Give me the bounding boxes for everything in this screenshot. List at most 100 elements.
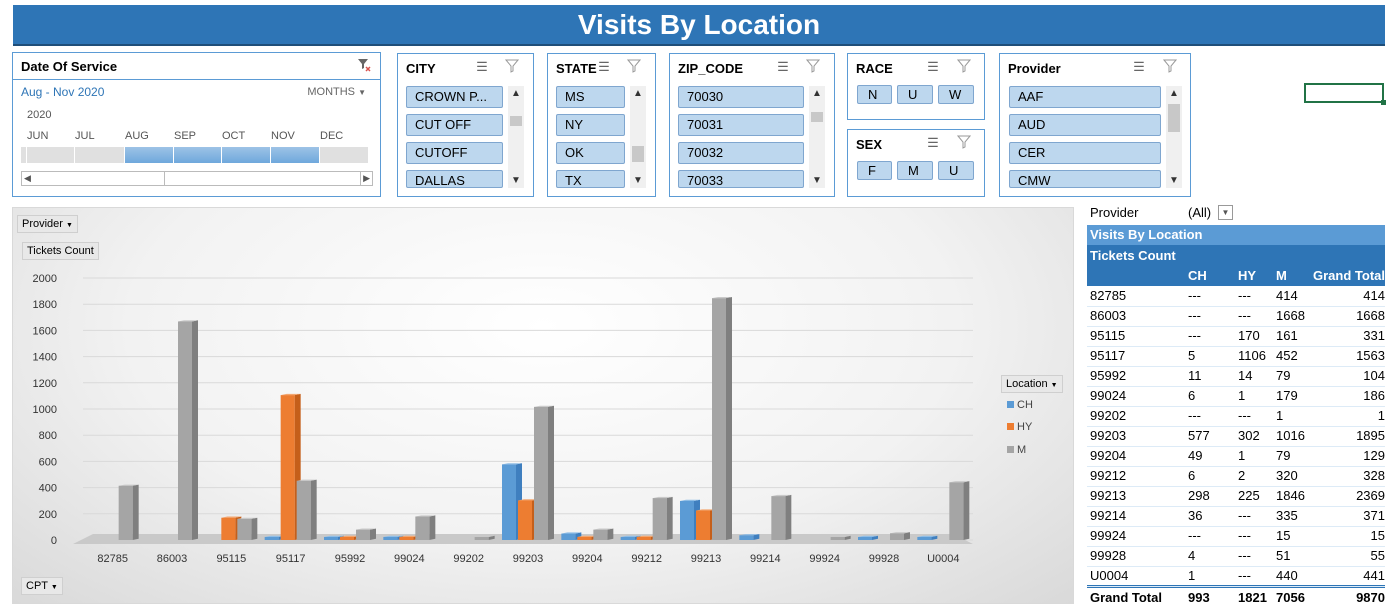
slicer-scrollbar[interactable]: ▲ ▼ (809, 86, 825, 188)
slicer-item[interactable]: U (938, 161, 974, 180)
scroll-up-icon[interactable]: ▲ (511, 88, 521, 99)
scroll-up-icon[interactable]: ▲ (812, 88, 822, 99)
slicer-item[interactable]: CUT OFF (406, 114, 503, 136)
bar-m-99214[interactable] (771, 494, 792, 540)
scroll-thumb[interactable] (1168, 104, 1180, 132)
bar-m-99213[interactable] (712, 296, 732, 540)
provider-slicer[interactable]: Provider ☰ AAF AUD CER CMW ▲ ▼ (999, 53, 1191, 197)
slicer-item[interactable]: AUD (1009, 114, 1161, 136)
slicer-item[interactable]: DALLAS (406, 170, 503, 188)
slicer-scrollbar[interactable]: ▲ ▼ (508, 86, 524, 188)
scroll-thumb[interactable] (510, 116, 522, 126)
multi-select-icon[interactable]: ☰ (927, 135, 939, 150)
slicer-item[interactable]: N (857, 85, 892, 104)
chart-legend[interactable]: Location ▼ CH HY M (1001, 375, 1065, 465)
slicer-item[interactable]: M (897, 161, 933, 180)
race-slicer[interactable]: RACE ☰ N U W (847, 53, 985, 120)
slicer-item[interactable]: 70031 (678, 114, 804, 136)
multi-select-icon[interactable]: ☰ (927, 59, 939, 74)
scroll-down-icon[interactable]: ▼ (633, 175, 643, 186)
bar-m-99202[interactable] (474, 535, 495, 540)
bar-m-95992[interactable] (356, 528, 376, 540)
bar-m-82785[interactable] (118, 484, 139, 540)
pivot-filter-dropdown[interactable]: ▼ (1218, 205, 1233, 220)
bar-m-U0004[interactable] (949, 481, 970, 540)
scroll-thumb[interactable] (811, 112, 823, 122)
multi-select-icon[interactable]: ☰ (777, 59, 789, 74)
active-cell[interactable] (1304, 83, 1386, 105)
bar-m-95115[interactable] (237, 517, 258, 540)
clear-filter-icon[interactable] (956, 59, 972, 75)
timeline-level-dropdown[interactable]: MONTHS ▼ (307, 86, 366, 98)
state-slicer[interactable]: STATE ☰ MS NY OK TX ▲ ▼ (547, 53, 656, 197)
slicer-item[interactable]: CUTOFF (406, 142, 503, 164)
pivot-filter-value[interactable]: (All) (1188, 205, 1212, 220)
slicer-item[interactable]: MS (556, 86, 625, 108)
slicer-item[interactable]: NY (556, 114, 625, 136)
slicer-item[interactable]: CER (1009, 142, 1161, 164)
slicer-item[interactable]: TX (556, 170, 625, 188)
bar-ch-99214[interactable] (739, 534, 760, 540)
cpt-field-button[interactable]: CPT ▼ (21, 577, 63, 595)
bar-m-86003[interactable] (178, 320, 198, 540)
bar-m-99928[interactable] (890, 532, 910, 540)
legend-item[interactable]: M (1007, 444, 1026, 456)
bar-m-95117[interactable] (296, 479, 317, 540)
scroll-down-icon[interactable]: ▼ (511, 175, 521, 186)
slicer-item[interactable]: W (938, 85, 974, 104)
month-label[interactable]: OCT (222, 130, 246, 142)
date-of-service-timeline[interactable]: Date Of Service Aug - Nov 2020 MONTHS ▼ … (12, 52, 381, 197)
month-label[interactable]: AUG (125, 130, 149, 142)
scroll-right-icon[interactable]: ▶ (363, 173, 370, 183)
clear-filter-icon[interactable] (504, 59, 520, 75)
month-label[interactable]: JUL (75, 130, 95, 142)
scroll-up-icon[interactable]: ▲ (1169, 88, 1179, 99)
clear-filter-icon[interactable] (1162, 59, 1178, 75)
slicer-item[interactable]: CMW (1009, 170, 1161, 188)
month-label[interactable]: NOV (271, 130, 295, 142)
slicer-item[interactable]: 70033 (678, 170, 804, 188)
values-field-button[interactable]: Tickets Count (22, 242, 99, 260)
timeline-scrollbar[interactable]: ◀ ▶ (21, 171, 373, 186)
scroll-down-icon[interactable]: ▼ (1169, 175, 1179, 186)
slicer-item[interactable]: CROWN P... (406, 86, 503, 108)
timeline-bar[interactable] (21, 147, 368, 163)
pivot-chart[interactable]: Provider ▼ Tickets Count CPT ▼ 0 200 400 60… (12, 207, 1074, 604)
legend-item[interactable]: CH (1007, 399, 1033, 411)
multi-select-icon[interactable]: ☰ (476, 59, 488, 74)
provider-field-button[interactable]: Provider ▼ (17, 215, 78, 233)
slicer-item[interactable]: U (897, 85, 933, 104)
scroll-left-icon[interactable]: ◀ (24, 173, 31, 183)
slicer-item[interactable]: 70032 (678, 142, 804, 164)
zip-code-slicer[interactable]: ZIP_CODE ☰ 70030 70031 70032 70033 ▲ ▼ (669, 53, 835, 197)
bar-ch-U0004[interactable] (917, 535, 938, 540)
slicer-scrollbar[interactable]: ▲ ▼ (1166, 86, 1182, 188)
bar-m-99204[interactable] (593, 528, 614, 540)
bar-m-99024[interactable] (415, 515, 436, 540)
scroll-thumb[interactable] (164, 172, 361, 185)
location-field-button[interactable]: Location ▼ (1001, 375, 1063, 393)
bar-m-99203[interactable] (534, 405, 554, 540)
multi-select-icon[interactable]: ☰ (1133, 59, 1145, 74)
clear-filter-icon[interactable] (956, 135, 972, 151)
scroll-down-icon[interactable]: ▼ (812, 175, 822, 186)
clear-filter-icon[interactable] (805, 59, 821, 75)
slicer-scrollbar[interactable]: ▲ ▼ (630, 86, 646, 188)
clear-filter-icon[interactable] (626, 59, 642, 75)
multi-select-icon[interactable]: ☰ (598, 59, 610, 74)
month-label[interactable]: SEP (174, 130, 197, 142)
slicer-item[interactable]: 70030 (678, 86, 804, 108)
slicer-item[interactable]: OK (556, 142, 625, 164)
sex-slicer[interactable]: SEX ☰ F M U (847, 129, 985, 197)
legend-item[interactable]: HY (1007, 421, 1032, 433)
clear-filter-icon[interactable] (356, 57, 372, 73)
month-label[interactable]: JUN (27, 130, 49, 142)
bar-m-99212[interactable] (652, 496, 673, 540)
scroll-thumb[interactable] (632, 146, 644, 162)
slicer-item[interactable]: F (857, 161, 892, 180)
city-slicer[interactable]: CITY ☰ CROWN P... CUT OFF CUTOFF DALLAS … (397, 53, 534, 197)
slicer-item[interactable]: AAF (1009, 86, 1161, 108)
bar-m-99924[interactable] (830, 535, 851, 540)
bar-ch-99928[interactable] (858, 535, 878, 540)
month-label[interactable]: DEC (320, 130, 344, 142)
